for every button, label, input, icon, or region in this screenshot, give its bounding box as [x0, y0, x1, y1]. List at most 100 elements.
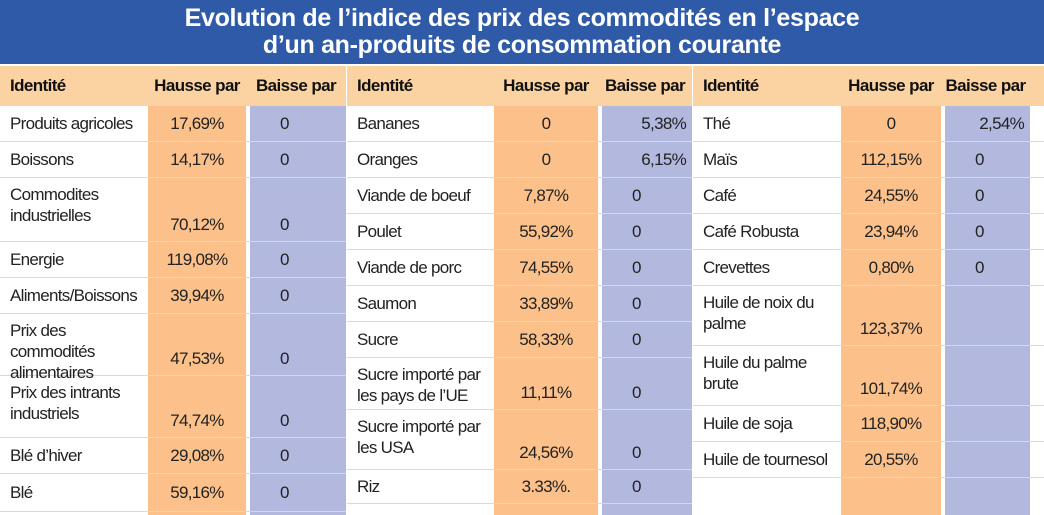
cell-hausse: 14,17%	[170, 150, 224, 169]
cell-identite: Maïs	[703, 150, 738, 169]
cell-hausse: 17,69%	[170, 114, 224, 133]
cell-identite: Café	[703, 186, 737, 205]
header-row: Identité Hausse par Baisse par	[693, 66, 1044, 106]
cell-identite: Thé	[703, 114, 731, 133]
table-row: Sucre 58,33% 0	[347, 322, 692, 358]
cell-hausse: 23,94%	[864, 222, 918, 241]
table-row: Maïs 112,15% 0	[693, 142, 1044, 178]
cell-hausse: 33,89%	[519, 294, 573, 313]
cell-baisse: 0	[975, 150, 984, 169]
header-identite: Identité	[10, 76, 66, 95]
table-row: Riz 3.33%. 0	[347, 470, 692, 504]
cell-hausse: 74,74%	[170, 411, 224, 430]
table-panel-2: Identité Hausse par Baisse par Bananes 0 5,38…	[347, 66, 692, 515]
table-row: Huile de noix du palme 123,37%	[693, 286, 1044, 346]
cell-hausse: 58,33%	[519, 330, 573, 349]
cell-hausse: 0	[541, 150, 551, 169]
cell-hausse: 3.33%.	[521, 477, 571, 496]
cell-baisse: 0	[280, 286, 289, 305]
cell-baisse: 5,38%	[641, 114, 686, 133]
header-baisse: Baisse par	[945, 76, 1027, 95]
table-row: Aliments/Boissons 39,94% 0	[0, 278, 346, 314]
cell-baisse: 0	[280, 483, 289, 502]
cell-identite: Viande de porc	[357, 258, 462, 277]
table-row: Oranges 0 6,15%	[347, 142, 692, 178]
cell-baisse: 0	[632, 330, 641, 349]
table-row: Viande de boeuf 7,87% 0	[347, 178, 692, 214]
cell-baisse: 0	[632, 294, 641, 313]
cell-baisse: 0	[280, 411, 289, 430]
table-row: Huile de tournesol 20,55%	[693, 442, 1044, 478]
cell-baisse: 0	[280, 114, 289, 133]
table-row: Bananes 0 5,38%	[347, 106, 692, 142]
cell-baisse: 0	[280, 349, 289, 368]
header-hausse: Hausse par	[154, 76, 240, 95]
cell-hausse: 119,08%	[166, 250, 229, 269]
cell-hausse: 0	[541, 114, 551, 133]
table-row: Boissons 14,17% 0	[0, 142, 346, 178]
table-row: Prix des intrants industriels 74,74% 0	[0, 376, 346, 438]
cell-baisse: 0	[632, 186, 641, 205]
title-line-2: d’un an-produits de consommation courant…	[262, 31, 782, 59]
cell-hausse: 123,37%	[859, 319, 923, 338]
table-panel-3: Identité Hausse par Baisse par Thé 0 2,54% Maï…	[693, 66, 1044, 515]
cell-identite: Sucre importé par les pays de l’UE	[357, 365, 481, 405]
header-baisse: Baisse par	[256, 76, 337, 95]
cell-baisse: 0	[280, 215, 289, 234]
cell-identite: Crevettes	[703, 258, 770, 277]
table-row: Sucre importé par les pays de l’UE 11,11%…	[347, 358, 692, 410]
cell-hausse: 70,12%	[170, 215, 224, 234]
header-identite: Identité	[357, 76, 413, 95]
table-row: Produits agricoles 17,69% 0	[0, 106, 346, 142]
cell-hausse: 112,15%	[860, 150, 923, 169]
cell-identite: Huile de soja	[703, 414, 793, 433]
cell-identite: Huile du palme brute	[703, 353, 807, 393]
cell-identite: Prix des intrants industriels	[10, 383, 121, 423]
cell-identite: Produits agricoles	[10, 114, 133, 133]
baisse-column-bg	[602, 106, 692, 515]
table-row: Huile du palme brute 101,74%	[693, 346, 1044, 406]
cell-hausse: 24,55%	[864, 186, 918, 205]
cell-baisse: 0	[280, 446, 289, 465]
cell-identite: Oranges	[357, 150, 418, 169]
cell-hausse: 39,94%	[170, 286, 224, 305]
cell-baisse: 0	[632, 258, 641, 277]
cell-baisse	[945, 346, 1030, 405]
cell-identite: Saumon	[357, 294, 417, 313]
title-line-1: Evolution de l’indice des prix des commo…	[184, 4, 860, 32]
table-panel-1: Identité Hausse par Baisse par Produits agr…	[0, 66, 346, 515]
header-hausse: Hausse par	[503, 76, 589, 95]
cell-hausse: 0	[886, 114, 896, 133]
cell-baisse: 0	[975, 222, 984, 241]
header-identite: Identité	[703, 76, 759, 95]
cell-baisse: 0	[632, 477, 641, 496]
table-row: Crevettes 0,80% 0	[693, 250, 1044, 286]
cell-baisse: 0	[975, 258, 984, 277]
cell-baisse	[945, 406, 1030, 441]
cell-identite: Café Robusta	[703, 222, 799, 241]
table-row: Café 24,55% 0	[693, 178, 1044, 214]
cell-baisse: 0	[632, 222, 641, 241]
table-row: Sucre importé par les USA 24,56% 0	[347, 410, 692, 470]
cell-identite: Boissons	[10, 150, 74, 169]
table-row: Huile de soja 118,90%	[693, 406, 1044, 442]
cell-hausse: 7,87%	[523, 186, 569, 205]
cell-hausse: 24,56%	[519, 443, 573, 462]
table-row: Saumon 33,89% 0	[347, 286, 692, 322]
cell-hausse: 29,08%	[170, 446, 224, 465]
table-row: Blé d’hiver 29,08% 0	[0, 438, 346, 474]
header-hausse: Hausse par	[848, 76, 934, 95]
table-row: Viande de porc 74,55% 0	[347, 250, 692, 286]
cell-baisse: 0	[280, 150, 289, 169]
cell-hausse: 11,11%	[520, 383, 573, 402]
cell-hausse: 47,53%	[170, 349, 224, 368]
table-row: Poulet 55,92% 0	[347, 214, 692, 250]
cell-identite: Riz	[357, 477, 380, 496]
header-row: Identité Hausse par Baisse par	[0, 66, 346, 106]
header-row: Identité Hausse par Baisse par	[347, 66, 692, 106]
table-row: Energie 119,08% 0	[0, 242, 346, 278]
cell-hausse: 101,74%	[859, 379, 923, 398]
hausse-column-bg	[494, 106, 598, 515]
table-row: Café Robusta 23,94% 0	[693, 214, 1044, 250]
cell-hausse: 59,16%	[170, 483, 224, 502]
